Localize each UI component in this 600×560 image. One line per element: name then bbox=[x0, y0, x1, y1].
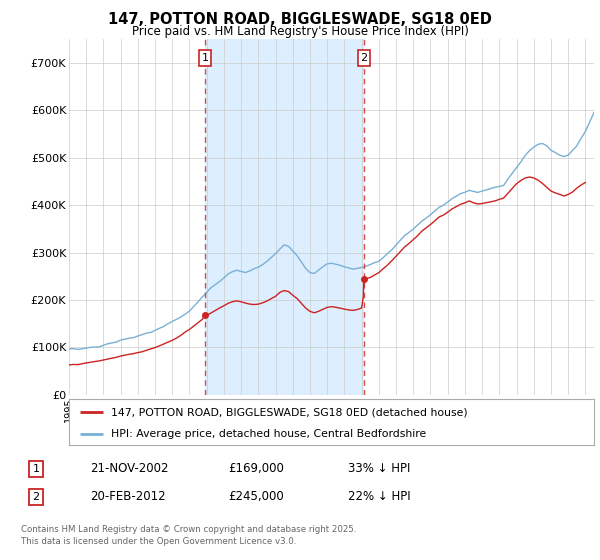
Text: 33% ↓ HPI: 33% ↓ HPI bbox=[348, 462, 410, 475]
Text: £169,000: £169,000 bbox=[228, 462, 284, 475]
Text: Price paid vs. HM Land Registry's House Price Index (HPI): Price paid vs. HM Land Registry's House … bbox=[131, 25, 469, 38]
Text: 2: 2 bbox=[360, 53, 367, 63]
Text: 21-NOV-2002: 21-NOV-2002 bbox=[90, 462, 169, 475]
Text: Contains HM Land Registry data © Crown copyright and database right 2025.
This d: Contains HM Land Registry data © Crown c… bbox=[21, 525, 356, 546]
Text: 2: 2 bbox=[32, 492, 40, 502]
Text: 20-FEB-2012: 20-FEB-2012 bbox=[90, 490, 166, 503]
Text: 22% ↓ HPI: 22% ↓ HPI bbox=[348, 490, 410, 503]
Text: 147, POTTON ROAD, BIGGLESWADE, SG18 0ED: 147, POTTON ROAD, BIGGLESWADE, SG18 0ED bbox=[108, 12, 492, 27]
Text: 1: 1 bbox=[202, 53, 208, 63]
Bar bbox=[205, 39, 364, 395]
Text: £245,000: £245,000 bbox=[228, 490, 284, 503]
Text: 1: 1 bbox=[32, 464, 40, 474]
Text: 147, POTTON ROAD, BIGGLESWADE, SG18 0ED (detached house): 147, POTTON ROAD, BIGGLESWADE, SG18 0ED … bbox=[111, 407, 467, 417]
Text: HPI: Average price, detached house, Central Bedfordshire: HPI: Average price, detached house, Cent… bbox=[111, 429, 426, 438]
